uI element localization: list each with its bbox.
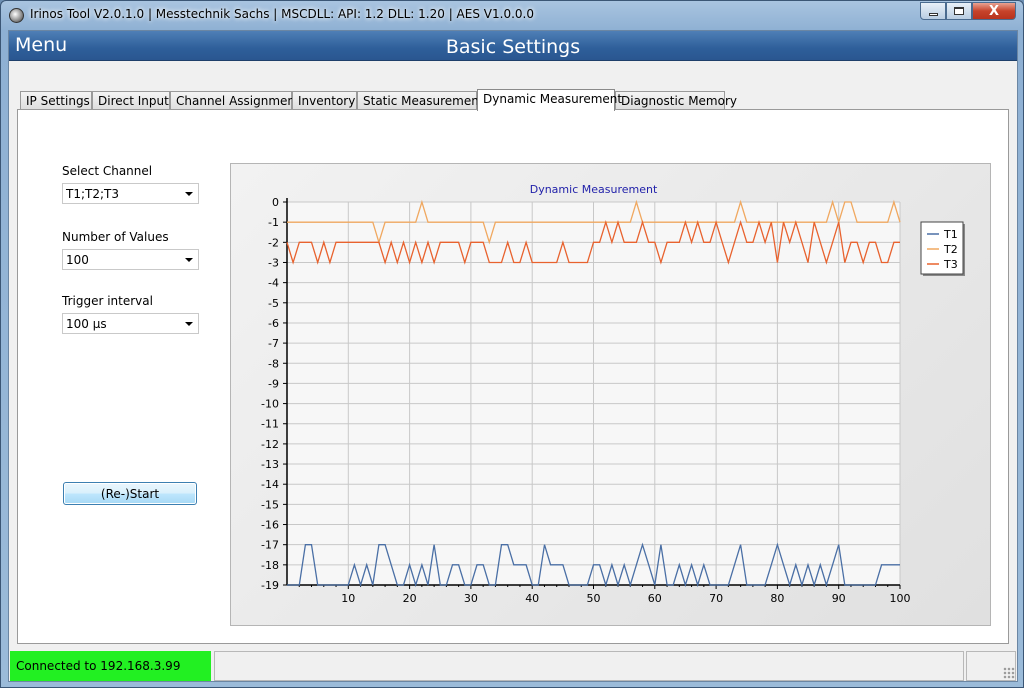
tab-dynamic-measurement[interactable]: Dynamic Measurement — [477, 89, 622, 111]
close-button[interactable]: X — [972, 2, 1016, 20]
tab-diagnostic-memory[interactable]: Diagnostic Memory — [615, 91, 737, 110]
y-tick-label: -15 — [261, 498, 279, 511]
x-tick-label: 10 — [341, 592, 355, 605]
chevron-down-icon — [185, 258, 193, 262]
dynamic-measurement-panel: Select Channel T1;T2;T3 Number of Values… — [17, 109, 1009, 644]
y-tick-label: -6 — [268, 317, 279, 330]
legend-label: T1 — [943, 228, 958, 241]
tab-channel-assignment[interactable]: Channel Assignment — [170, 91, 300, 110]
restart-button[interactable]: (Re-)Start — [63, 482, 197, 505]
status-cell-extra — [966, 651, 1016, 681]
status-cell-message — [214, 651, 964, 681]
select-channel-value: T1;T2;T3 — [66, 187, 119, 201]
client-area: Menu Basic Settings IP Settings Direct I… — [8, 30, 1018, 682]
y-tick-label: -17 — [261, 539, 279, 552]
number-of-values-label: Number of Values — [62, 230, 169, 244]
legend — [920, 221, 964, 275]
y-tick-label: -10 — [261, 398, 279, 411]
select-channel-dropdown[interactable]: T1;T2;T3 — [62, 183, 199, 204]
app-logo-icon — [9, 8, 24, 23]
y-tick-label: -16 — [261, 519, 279, 532]
menu-button[interactable]: Menu — [15, 34, 68, 56]
y-tick-label: -4 — [268, 277, 279, 290]
number-of-values-value: 100 — [66, 253, 89, 267]
dynamic-measurement-chart: 0 -1 -2 -3 -4 -5 -6 -7 -8 -9 -10 -11 -12 -13 -14 -15 -16… — [230, 163, 991, 626]
header-bar: Menu Basic Settings — [9, 31, 1017, 61]
minimize-icon — [928, 12, 938, 16]
y-tick-label: -13 — [261, 458, 279, 471]
resize-grip-icon[interactable] — [1003, 667, 1015, 679]
y-tick-label: -1 — [268, 216, 279, 229]
number-of-values-dropdown[interactable]: 100 — [62, 249, 199, 270]
y-tick-label: -8 — [268, 357, 279, 370]
select-channel-label: Select Channel — [62, 164, 153, 178]
title-bar[interactable]: Irinos Tool V2.0.1.0 | Messtechnik Sachs… — [1, 1, 1023, 29]
series-line-t3 — [286, 219, 900, 265]
series-line-t1 — [287, 542, 900, 588]
chevron-down-icon — [185, 192, 193, 196]
x-tick-label: 60 — [648, 592, 662, 605]
status-bar: Connected to 192.168.3.99 — [9, 648, 1017, 681]
minimize-button[interactable] — [920, 2, 946, 20]
y-tick-label: -14 — [261, 478, 279, 491]
connection-status: Connected to 192.168.3.99 — [10, 651, 211, 681]
chart-title: Dynamic Measurement — [530, 183, 658, 196]
maximize-button[interactable] — [946, 2, 972, 20]
tab-static-measurement[interactable]: Static Measurement — [357, 91, 484, 110]
x-tick-label: 50 — [587, 592, 601, 605]
x-tick-label: 90 — [832, 592, 846, 605]
tab-ip-settings[interactable]: IP Settings — [20, 91, 92, 110]
x-tick-label: 30 — [464, 592, 478, 605]
x-tick-label: 40 — [525, 592, 539, 605]
legend-label: T3 — [943, 258, 958, 271]
close-icon: X — [988, 3, 1000, 19]
series-line-t2 — [287, 199, 901, 245]
tab-direct-input[interactable]: Direct Input — [92, 91, 170, 110]
y-tick-label: -3 — [268, 256, 279, 269]
maximize-icon — [954, 7, 964, 15]
trigger-interval-dropdown[interactable]: 100 µs — [62, 313, 199, 334]
window-title: Irinos Tool V2.0.1.0 | Messtechnik Sachs… — [30, 7, 534, 21]
y-tick-label: -7 — [268, 337, 279, 350]
trigger-interval-value: 100 µs — [66, 317, 107, 331]
y-tick-label: 0 — [272, 196, 279, 209]
y-tick-label: -9 — [268, 377, 279, 390]
chart-svg: 0 -1 -2 -3 -4 -5 -6 -7 -8 -9 -10 -11 -12 -13 -14 -15 -16… — [261, 183, 965, 605]
x-tick-label: 70 — [709, 592, 723, 605]
x-tick-label: 80 — [770, 592, 784, 605]
y-tick-label: -12 — [261, 438, 279, 451]
x-tick-label: 100 — [890, 592, 911, 605]
legend-label: T2 — [943, 243, 958, 256]
x-tick-label: 20 — [403, 592, 417, 605]
chevron-down-icon — [185, 322, 193, 326]
y-tick-label: -18 — [261, 559, 279, 572]
window-controls: X — [920, 2, 1016, 20]
y-tick-label: -11 — [261, 418, 279, 431]
page-title: Basic Settings — [445, 36, 581, 58]
y-tick-label: -2 — [268, 236, 279, 249]
y-tick-label: -5 — [268, 297, 279, 310]
y-tick-label: -19 — [261, 579, 279, 592]
tab-inventory[interactable]: Inventory — [292, 91, 357, 110]
trigger-interval-label: Trigger interval — [62, 294, 153, 308]
